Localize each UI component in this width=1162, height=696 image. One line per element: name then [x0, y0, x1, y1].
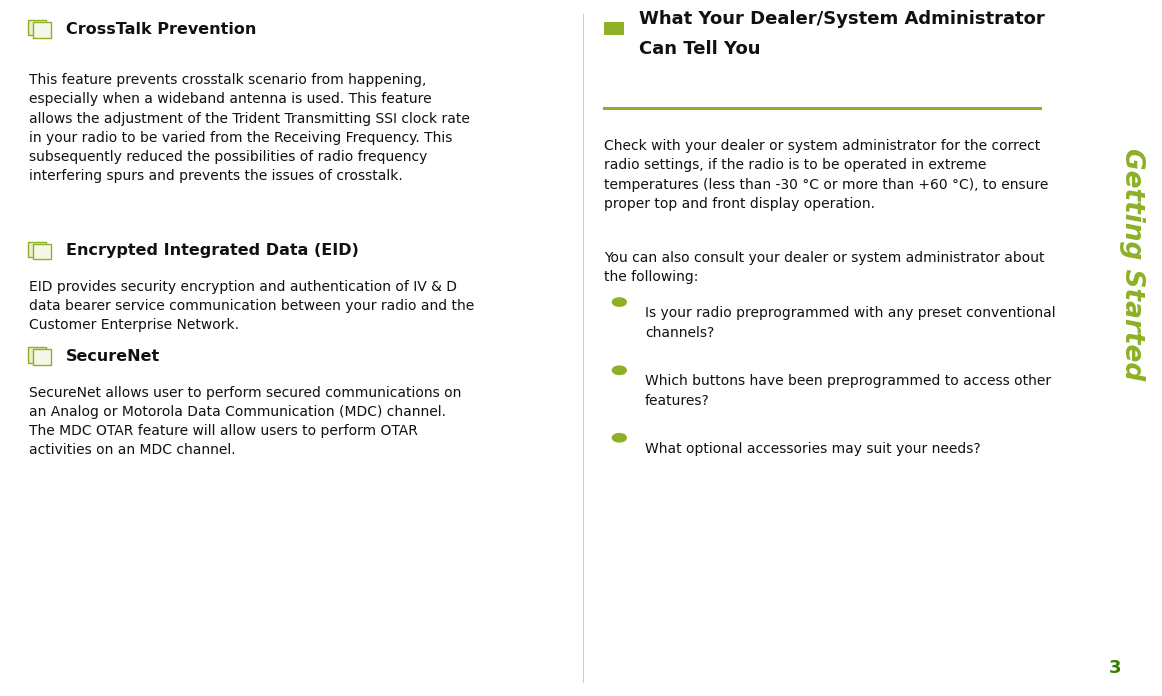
FancyBboxPatch shape	[28, 242, 46, 257]
FancyBboxPatch shape	[28, 20, 46, 35]
Text: EID provides security encryption and authentication of IV & D
data bearer servic: EID provides security encryption and aut…	[29, 280, 474, 333]
Text: What Your Dealer/System Administrator: What Your Dealer/System Administrator	[639, 10, 1045, 29]
Text: Getting Started: Getting Started	[1119, 148, 1145, 381]
Text: SecureNet: SecureNet	[66, 349, 160, 364]
Text: Is your radio preprogrammed with any preset conventional
channels?: Is your radio preprogrammed with any pre…	[645, 306, 1055, 340]
FancyBboxPatch shape	[33, 349, 51, 365]
Circle shape	[612, 434, 626, 442]
Text: Which buttons have been preprogrammed to access other
features?: Which buttons have been preprogrammed to…	[645, 374, 1052, 408]
Text: This feature prevents crosstalk scenario from happening,
especially when a wideb: This feature prevents crosstalk scenario…	[29, 73, 469, 184]
Text: Check with your dealer or system administrator for the correct
radio settings, i: Check with your dealer or system adminis…	[604, 139, 1048, 211]
Circle shape	[612, 366, 626, 374]
Text: SecureNet allows user to perform secured communications on
an Analog or Motorola: SecureNet allows user to perform secured…	[29, 386, 461, 457]
Text: Can Tell You: Can Tell You	[639, 40, 761, 58]
Bar	[604, 22, 624, 35]
FancyBboxPatch shape	[33, 244, 51, 259]
Text: Encrypted Integrated Data (EID): Encrypted Integrated Data (EID)	[66, 243, 359, 258]
Text: You can also consult your dealer or system administrator about
the following:: You can also consult your dealer or syst…	[604, 251, 1045, 284]
Text: 3: 3	[1109, 658, 1121, 677]
FancyBboxPatch shape	[28, 347, 46, 363]
Text: What optional accessories may suit your needs?: What optional accessories may suit your …	[645, 442, 981, 456]
Text: CrossTalk Prevention: CrossTalk Prevention	[66, 22, 257, 37]
Circle shape	[612, 298, 626, 306]
FancyBboxPatch shape	[33, 22, 51, 38]
